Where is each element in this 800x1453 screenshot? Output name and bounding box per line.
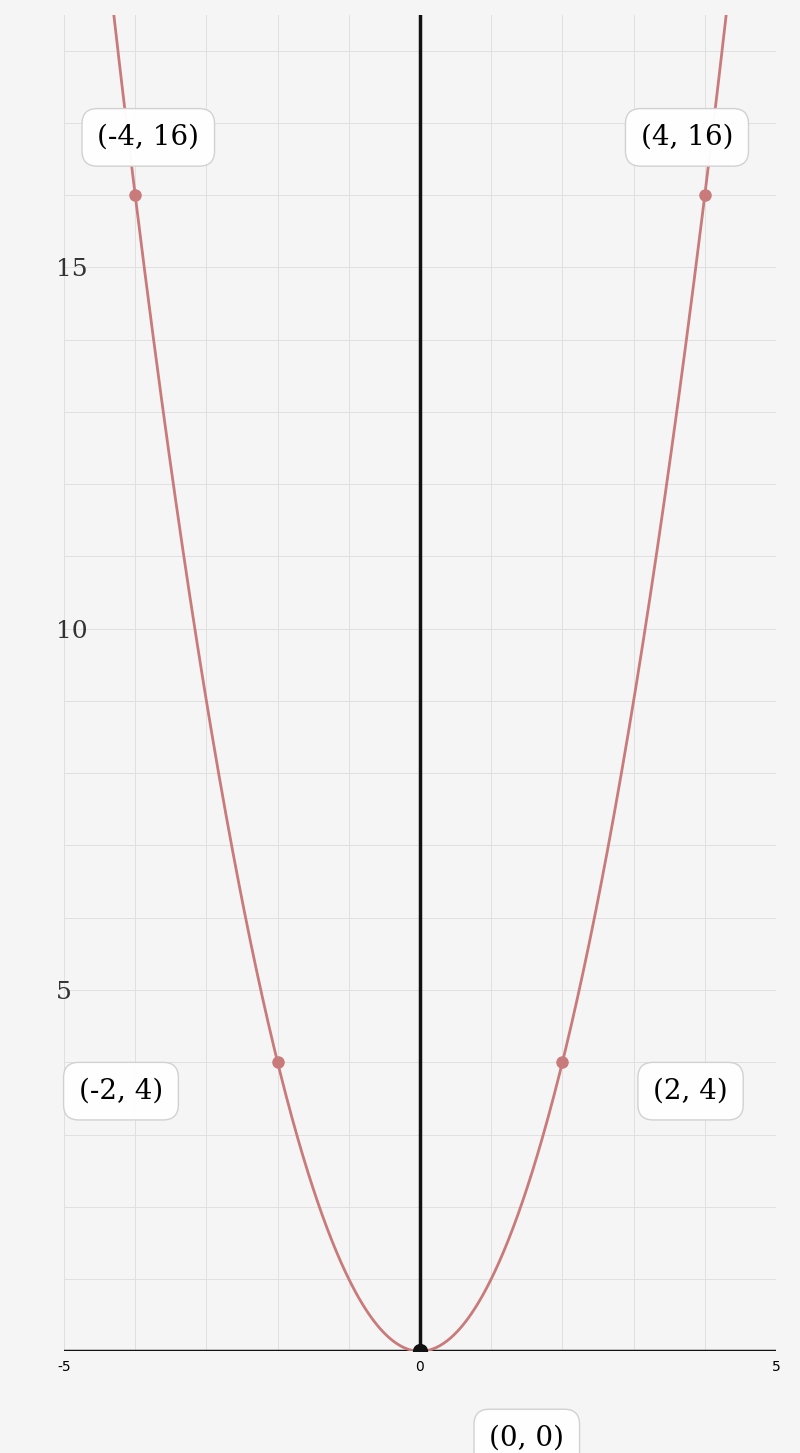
Text: (4, 16): (4, 16)	[641, 124, 734, 151]
Text: (-4, 16): (-4, 16)	[98, 124, 199, 151]
Text: (2, 4): (2, 4)	[653, 1078, 728, 1104]
Text: (0, 0): (0, 0)	[490, 1424, 564, 1452]
Text: (-2, 4): (-2, 4)	[79, 1078, 163, 1104]
